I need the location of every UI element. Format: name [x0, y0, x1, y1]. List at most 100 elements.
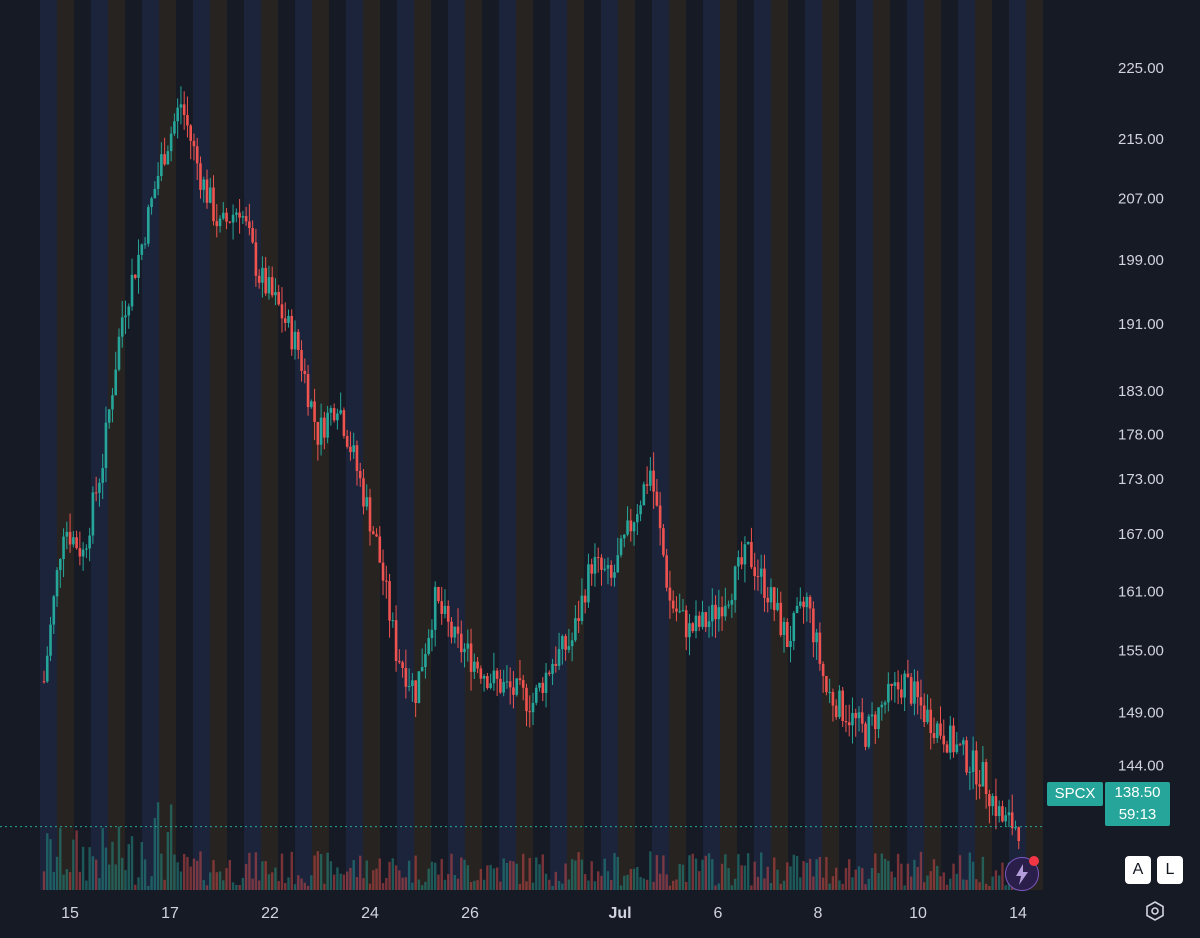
candle-body [130, 274, 134, 307]
candle-body [769, 587, 773, 603]
candle-body [942, 735, 946, 745]
candle-body [684, 610, 688, 638]
volume-bar [345, 871, 349, 890]
candle-body [668, 587, 672, 601]
candle-body [896, 682, 900, 690]
volume-bar [65, 869, 69, 890]
candle-body [466, 643, 470, 649]
volume-bar [365, 860, 368, 890]
volume-bar [838, 880, 841, 890]
premarket-band [550, 0, 567, 890]
x-tick-label: 15 [61, 905, 79, 922]
candle-body [414, 680, 417, 704]
volume-bar [704, 855, 707, 890]
afterhours-band [771, 0, 788, 890]
volume-bar [955, 873, 958, 890]
candle-body [922, 705, 926, 723]
volume-bar [531, 882, 535, 890]
volume-bar [603, 858, 606, 890]
candle-body [114, 369, 118, 396]
candle-body [270, 277, 274, 296]
afterhours-band [414, 0, 431, 890]
candle-body [205, 179, 209, 203]
volume-bar [825, 857, 828, 890]
candle-body [407, 686, 411, 688]
candle-body [688, 623, 691, 638]
volume-bar [202, 880, 205, 890]
volume-bar [306, 885, 310, 890]
log-scale-button[interactable]: L [1157, 856, 1183, 884]
volume-bar [153, 817, 157, 890]
candle-body [104, 422, 108, 469]
volume-bar [805, 862, 809, 890]
candle-body [652, 470, 655, 492]
candle-body [261, 267, 264, 283]
candle-body [140, 244, 144, 255]
afterhours-band [57, 0, 74, 890]
volume-bar [939, 876, 942, 890]
candle-body [411, 680, 414, 687]
afterhours-band [1026, 0, 1043, 890]
afterhours-band [669, 0, 686, 890]
candle-body [958, 744, 962, 746]
candle-body [772, 587, 776, 611]
candle-body [336, 413, 339, 421]
y-tick-label: 225.00 [1118, 60, 1164, 77]
candle-body [834, 705, 838, 718]
volume-bar [466, 865, 469, 890]
volume-bar [378, 858, 381, 890]
candle-body [81, 549, 85, 557]
volume-bar [476, 880, 479, 890]
auto-scale-button[interactable]: A [1125, 856, 1151, 884]
volume-bar [225, 868, 228, 890]
candle-body [430, 629, 434, 639]
candle-body [91, 492, 95, 536]
volume-bar [610, 879, 613, 890]
candle-body [593, 557, 597, 574]
candle-body [551, 663, 554, 674]
volume-bar [538, 864, 541, 890]
candle-body [98, 482, 101, 493]
candle-body [665, 555, 668, 588]
volume-bar [349, 867, 352, 890]
volume-bar [85, 880, 88, 890]
premarket-band [601, 0, 618, 890]
volume-bar [209, 872, 212, 890]
afterhours-band [312, 0, 329, 890]
candle-body [860, 712, 864, 724]
volume-bar [737, 854, 740, 890]
volume-bar [818, 856, 822, 890]
volume-bar [857, 866, 861, 890]
candle-body [505, 681, 509, 683]
settings-icon[interactable] [1144, 900, 1166, 922]
afterhours-band [363, 0, 380, 890]
candle-body [730, 600, 734, 605]
candle-body [495, 670, 499, 679]
candle-body [766, 597, 770, 603]
volume-bar [652, 881, 655, 890]
candle-body [381, 562, 385, 581]
volume-bar [844, 868, 848, 890]
candle-body [590, 564, 593, 574]
volume-bar [75, 830, 78, 890]
candle-body [854, 712, 858, 719]
candle-body [388, 581, 391, 621]
afterhours-band [516, 0, 533, 890]
candle-body [303, 370, 307, 375]
candle-body [945, 744, 949, 753]
afterhours-band [210, 0, 227, 890]
y-tick-label: 161.00 [1118, 583, 1164, 600]
candle-body [166, 151, 170, 165]
volume-bar [257, 880, 261, 890]
candle-body [173, 121, 176, 134]
premarket-band [754, 0, 771, 890]
candle-body [1017, 827, 1021, 842]
candle-body [391, 620, 395, 622]
candle-body [293, 331, 297, 350]
afterhours-band [159, 0, 176, 890]
volume-bar [887, 860, 890, 890]
candle-body [818, 632, 822, 664]
volume-bar [94, 859, 98, 890]
